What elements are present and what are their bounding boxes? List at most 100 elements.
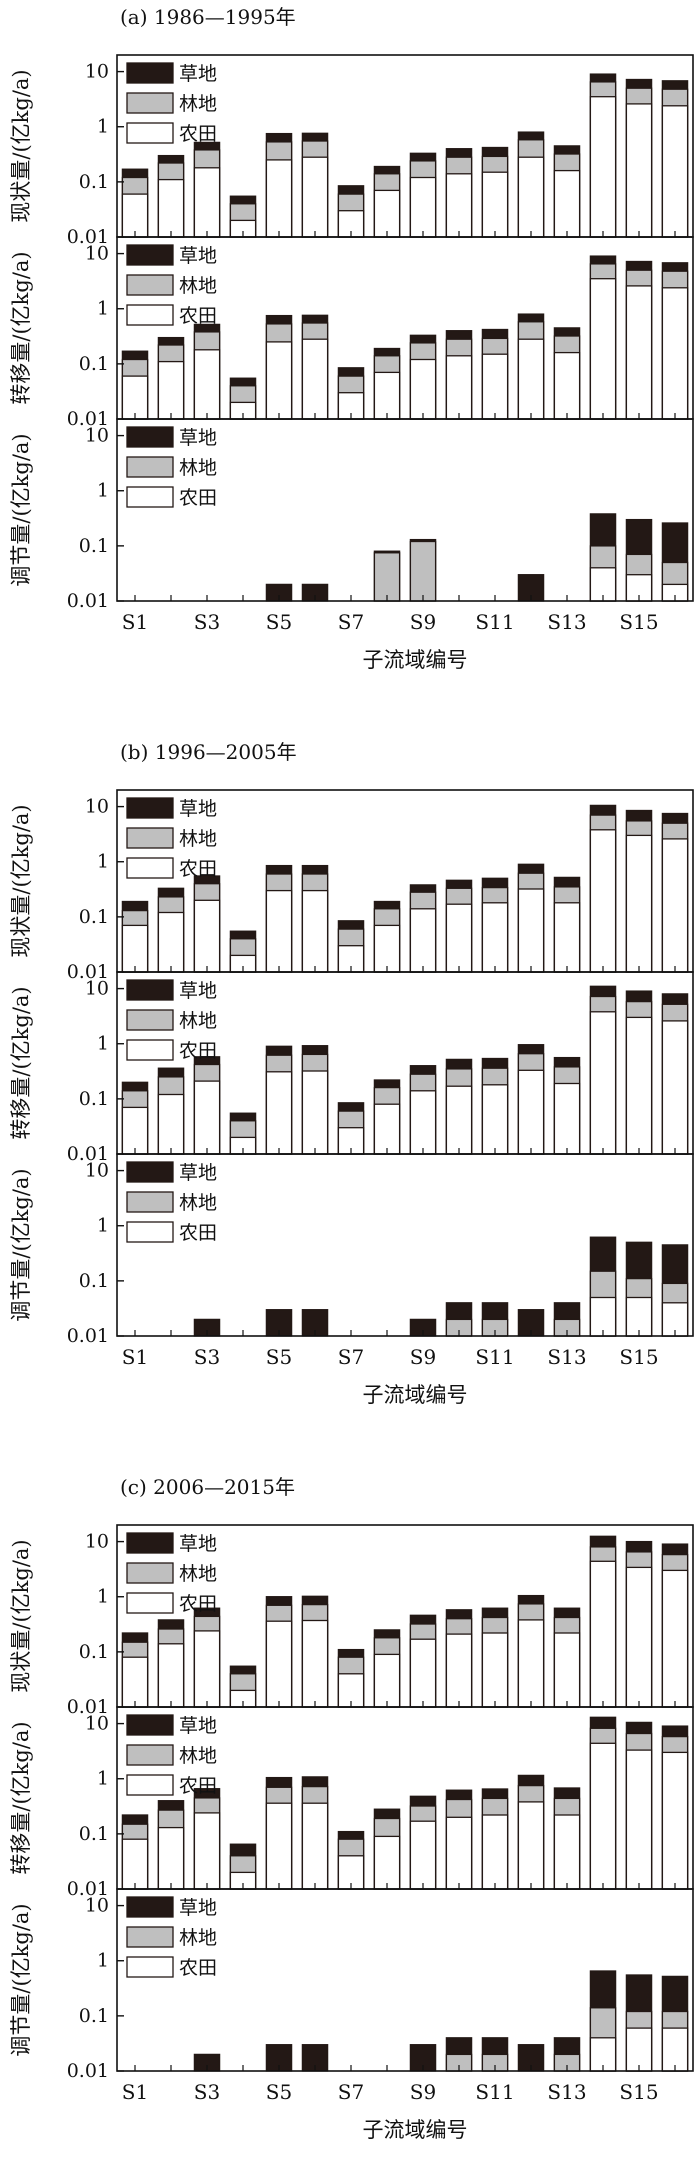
- y-tick-label: 1: [97, 851, 109, 873]
- bar-segment: [373, 924, 401, 973]
- bar-segment: [517, 574, 545, 602]
- legend-label: 农田: [179, 1222, 217, 1244]
- bar-segment: [301, 1070, 329, 1155]
- legend-swatch: [126, 797, 174, 819]
- bar-segment: [625, 103, 653, 238]
- y-tick-label: 10: [85, 425, 109, 447]
- y-tick-label: 0.1: [79, 1088, 109, 1110]
- legend-swatch: [126, 979, 174, 1001]
- y-tick-label: 0.1: [79, 353, 109, 375]
- bar-segment: [265, 889, 293, 973]
- legend-swatch: [126, 1774, 174, 1796]
- y-tick-label: 1: [97, 116, 109, 138]
- bar-segment: [445, 1633, 473, 1708]
- bar-segment: [301, 889, 329, 973]
- x-tick-label: S9: [410, 610, 436, 634]
- x-tick-label: S11: [475, 2080, 514, 2104]
- bar-segment: [481, 1632, 509, 1708]
- y-tick-label: 10: [85, 796, 109, 818]
- bar-segment: [625, 834, 653, 973]
- bar-segment: [157, 911, 185, 973]
- x-tick-label: S3: [194, 1345, 220, 1369]
- x-tick-label: S9: [410, 2080, 436, 2104]
- bar-segment: [481, 171, 509, 238]
- bar-segment: [337, 945, 365, 973]
- legend-label: 农田: [179, 1957, 217, 1979]
- y-tick-label: 0.1: [79, 535, 109, 557]
- bar-segment: [157, 1826, 185, 1890]
- y-tick-label: 0.01: [67, 961, 109, 983]
- x-tick-label: S11: [475, 1345, 514, 1369]
- y-axis-label: 现状量/(亿kg/a): [9, 69, 33, 222]
- bar-segment: [661, 1020, 689, 1155]
- y-tick-label: 0.1: [79, 171, 109, 193]
- legend-label: 草地: [179, 798, 217, 820]
- x-tick-label: S13: [547, 1345, 586, 1369]
- legend-swatch: [126, 92, 174, 114]
- y-tick-label: 1: [97, 1586, 109, 1608]
- legend-label: 林地: [179, 457, 217, 479]
- x-axis-label: 子流域编号: [363, 2118, 468, 2142]
- bar-segment: [517, 1801, 545, 1890]
- bar-segment: [301, 1802, 329, 1890]
- bar-segment: [301, 1619, 329, 1708]
- bar-segment: [409, 908, 437, 973]
- bar-segment: [193, 899, 221, 973]
- bar-segment: [553, 1632, 581, 1708]
- panel-frame: [116, 1153, 694, 1337]
- bar-segment: [121, 193, 149, 238]
- legend-label: 农田: [179, 858, 217, 880]
- legend-label: 林地: [179, 828, 217, 850]
- y-tick-label: 1: [97, 1033, 109, 1055]
- y-axis-label: 转移量/(亿kg/a): [9, 986, 33, 1139]
- bar-segment: [301, 156, 329, 238]
- x-axis-label: 子流域编号: [363, 1383, 468, 1407]
- y-tick-label: 0.1: [79, 2005, 109, 2027]
- x-tick-label: S15: [619, 2080, 658, 2104]
- y-axis-label: 现状量/(亿kg/a): [9, 804, 33, 957]
- legend-label: 林地: [179, 1192, 217, 1214]
- x-tick-label: S13: [547, 2080, 586, 2104]
- bar-segment: [373, 371, 401, 420]
- y-axis-label: 现状量/(亿kg/a): [9, 1539, 33, 1692]
- legend-label: 草地: [179, 63, 217, 85]
- bar-segment: [157, 1643, 185, 1708]
- bar-segment: [661, 287, 689, 420]
- y-tick-label: 0.1: [79, 1270, 109, 1292]
- x-tick-label: S13: [547, 610, 586, 634]
- y-tick-label: 0.01: [67, 408, 109, 430]
- y-tick-label: 10: [85, 978, 109, 1000]
- bar-segment: [517, 1619, 545, 1708]
- x-tick-label: S9: [410, 1345, 436, 1369]
- bar-segment: [373, 552, 401, 602]
- bar-segment: [193, 1812, 221, 1890]
- legend-swatch: [126, 1926, 174, 1948]
- legend-swatch: [126, 486, 174, 508]
- x-tick-label: S7: [338, 610, 364, 634]
- legend-swatch: [126, 1896, 174, 1918]
- legend-label: 农田: [179, 1040, 217, 1062]
- legend-swatch: [126, 1221, 174, 1243]
- x-tick-label: S3: [194, 610, 220, 634]
- bar-segment: [589, 1560, 617, 1708]
- x-axis-label: 子流域编号: [363, 648, 468, 672]
- legend-swatch: [126, 62, 174, 84]
- legend-swatch: [126, 1009, 174, 1031]
- bar-segment: [589, 829, 617, 973]
- bar-segment: [445, 355, 473, 420]
- bar-segment: [193, 1630, 221, 1708]
- bar-segment: [409, 176, 437, 238]
- x-tick-label: S15: [619, 610, 658, 634]
- y-tick-label: 0.01: [67, 1143, 109, 1165]
- bar-segment: [553, 902, 581, 973]
- group-title: (c) 2006—2015年: [120, 1475, 295, 1499]
- bar-segment: [553, 351, 581, 420]
